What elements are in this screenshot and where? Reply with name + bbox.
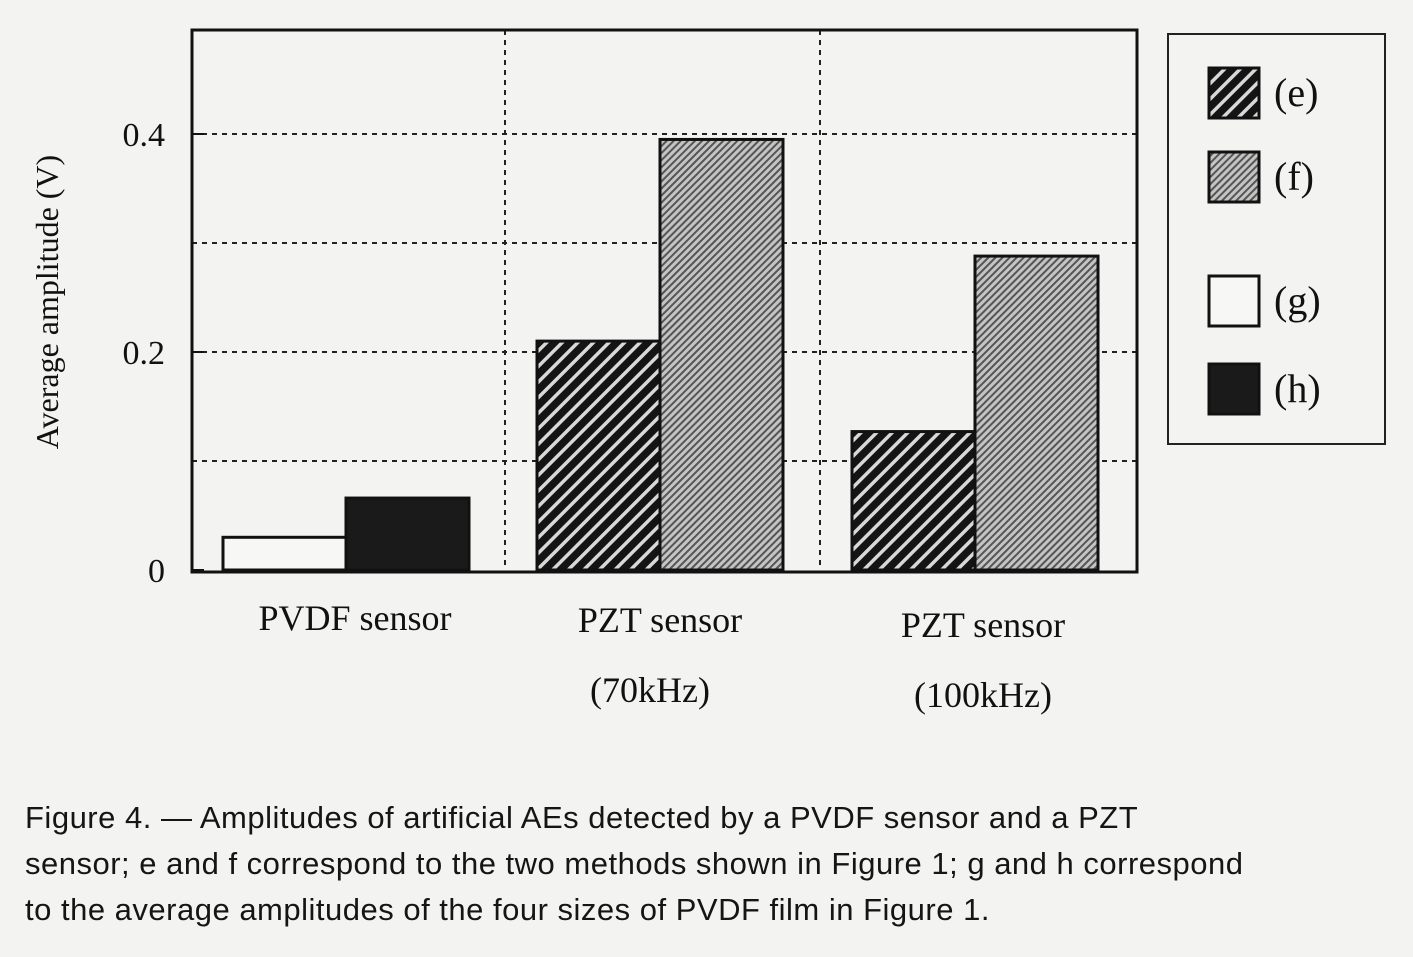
y-ticks: 0 0.2 0.4 <box>123 117 204 590</box>
y-tick-label: 0.2 <box>123 335 166 372</box>
caption-line: to the average amplitudes of the four si… <box>25 892 990 927</box>
x-tick-label: PZT sensor <box>578 600 742 640</box>
x-labels: PVDF sensor PZT sensor (70kHz) PZT sensor (1… <box>258 598 1065 715</box>
legend-swatch-f <box>1207 150 1261 204</box>
x-tick-label: PZT sensor <box>901 605 1065 645</box>
legend-swatch-e <box>1207 66 1261 120</box>
y-tick-label: 0.4 <box>123 117 166 154</box>
bar-g <box>221 535 348 572</box>
x-tick-label-sub: (70kHz) <box>590 670 710 710</box>
bar-h <box>344 496 471 572</box>
legend-label: (e) <box>1274 70 1318 115</box>
bar-e <box>535 339 662 572</box>
x-tick-label: PVDF sensor <box>258 598 451 638</box>
legend: (e) (f) (g) (h) <box>1167 33 1386 445</box>
legend-swatch-h <box>1207 362 1261 416</box>
legend-swatch-g <box>1207 274 1261 328</box>
legend-label: (f) <box>1274 154 1314 199</box>
bar-chart: 0 0.2 0.4 Average amplitude (V) PVDF senso… <box>29 28 1386 715</box>
plot-frame <box>190 28 1139 574</box>
figure-caption: Figure 4. — Amplitudes of artificial AEs… <box>25 795 1395 933</box>
caption-line: sensor; e and f correspond to the two me… <box>25 846 1244 881</box>
legend-label: (h) <box>1274 366 1321 411</box>
bar-e <box>850 430 977 572</box>
x-tick-label-sub: (100kHz) <box>914 675 1052 715</box>
bar-f <box>658 137 785 572</box>
y-axis-label: Average amplitude (V) <box>29 155 65 449</box>
caption-line: Figure 4. — Amplitudes of artificial AEs… <box>25 800 1139 835</box>
legend-label: (g) <box>1274 278 1321 323</box>
y-tick-label: 0 <box>148 553 165 590</box>
bars <box>221 137 1100 572</box>
bar-f <box>973 254 1100 572</box>
legend-frame <box>1167 33 1386 445</box>
